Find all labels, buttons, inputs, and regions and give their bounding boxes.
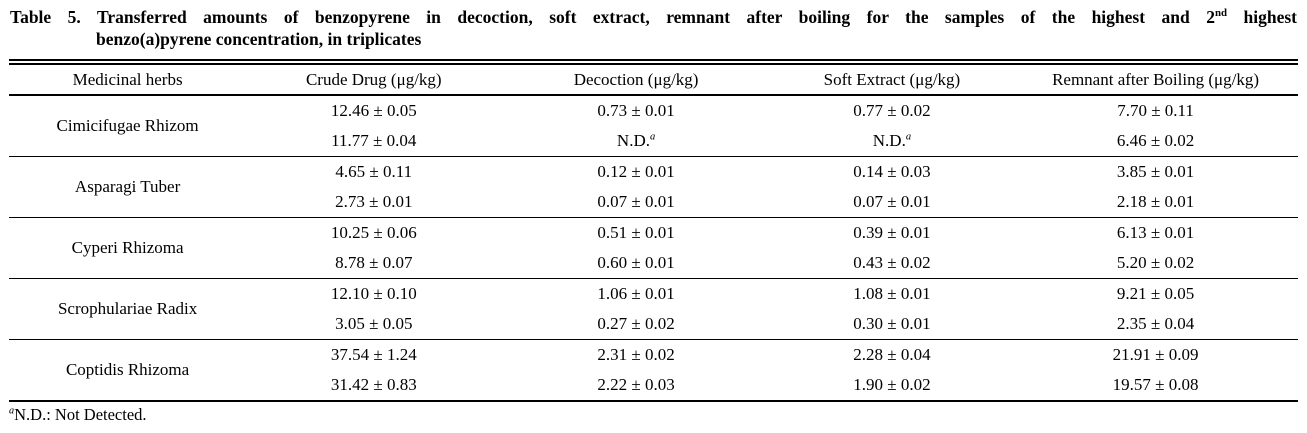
value-cell: 2.73 ± 0.01 <box>335 192 413 211</box>
footnote-text: N.D.: Not Detected. <box>14 405 147 424</box>
value-cell: 9.21 ± 0.05 <box>1116 284 1195 303</box>
value-cell: 6.13 ± 0.01 <box>1116 223 1195 242</box>
table-row: Cyperi Rhizoma 10.25 ± 0.06 0.51 ± 0.01 0.3… <box>9 218 1298 257</box>
table-row: 3.05 ± 0.05 0.27 ± 0.02 0.30 ± 0.01 2.35 ± … <box>9 309 1298 340</box>
caption-line-2: benzo(a)pyrene concentration, in triplic… <box>96 29 422 49</box>
value-cell: 37.54 ± 1.24 <box>330 345 417 364</box>
value-cell: 19.57 ± 0.08 <box>1112 375 1199 394</box>
value-cell: 1.08 ± 0.01 <box>853 284 931 303</box>
value-cell: 2.18 ± 0.01 <box>1116 192 1195 211</box>
table-row: 8.78 ± 0.07 0.60 ± 0.01 0.43 ± 0.02 5.20 ± … <box>9 248 1298 279</box>
value-cell: 11.77 ± 0.04 <box>331 131 417 150</box>
value-cell: 2.22 ± 0.03 <box>597 375 675 394</box>
caption-table-number: Table 5. <box>10 7 81 27</box>
footnote: aN.D.: Not Detected. <box>9 405 1307 425</box>
caption-text-end: highest <box>1243 7 1298 27</box>
caption-text: Transferred amounts of benzopyrene in de… <box>96 7 1215 27</box>
nd-superscript: a <box>649 131 656 143</box>
value-cell: 1.06 ± 0.01 <box>597 284 675 303</box>
value-cell: N.D.a <box>872 131 912 150</box>
value-cell: 0.60 ± 0.01 <box>597 253 675 272</box>
value-cell: 2.31 ± 0.02 <box>597 345 675 364</box>
value-cell: 0.07 ± 0.01 <box>853 192 931 211</box>
table-row: Asparagi Tuber 4.65 ± 0.11 0.12 ± 0.01 0.14… <box>9 157 1298 196</box>
herb-group: Asparagi Tuber 4.65 ± 0.11 0.12 ± 0.01 0.14… <box>9 156 1298 218</box>
value-cell: 0.73 ± 0.01 <box>597 101 675 120</box>
value-cell: 0.14 ± 0.03 <box>853 162 931 181</box>
herb-name-cell: Cyperi Rhizoma <box>71 238 184 257</box>
value-cell: 2.35 ± 0.04 <box>1116 314 1195 333</box>
caption-superscript: nd <box>1214 7 1228 20</box>
column-header: Crude Drug (μg/kg) <box>246 62 502 96</box>
value-cell: 3.05 ± 0.05 <box>335 314 413 333</box>
column-header: Soft Extract (μg/kg) <box>770 62 1014 96</box>
value-cell: 4.65 ± 0.11 <box>335 162 413 181</box>
table-header: Medicinal herbs Crude Drug (μg/kg) Decocti… <box>9 62 1298 96</box>
value-cell: 8.78 ± 0.07 <box>335 253 413 272</box>
herb-group: Cyperi Rhizoma 10.25 ± 0.06 0.51 ± 0.01 0.3… <box>9 217 1298 279</box>
header-row: Medicinal herbs Crude Drug (μg/kg) Decocti… <box>9 62 1298 96</box>
value-cell: 0.39 ± 0.01 <box>853 223 931 242</box>
value-cell: 6.46 ± 0.02 <box>1116 131 1195 150</box>
value-cell: 10.25 ± 0.06 <box>330 223 417 242</box>
table-row: Cimicifugae Rhizom 12.46 ± 0.05 0.73 ± 0.0… <box>9 95 1298 135</box>
caption-line-1: Table 5. Transferred amounts of benzopyr… <box>10 6 1297 28</box>
table-row: 31.42 ± 0.83 2.22 ± 0.03 1.90 ± 0.02 19.57 … <box>9 370 1298 401</box>
value-cell: 7.70 ± 0.11 <box>1117 101 1194 120</box>
herb-name-cell: Scrophulariae Radix <box>57 299 198 318</box>
column-header: Remnant after Boiling (μg/kg) <box>1013 62 1298 96</box>
value-cell: 0.43 ± 0.02 <box>853 253 931 272</box>
value-cell: 2.28 ± 0.04 <box>853 345 931 364</box>
value-cell: 0.77 ± 0.02 <box>853 101 931 120</box>
value-cell: 0.12 ± 0.01 <box>597 162 675 181</box>
value-cell: 0.51 ± 0.01 <box>597 223 675 242</box>
value-cell: 5.20 ± 0.02 <box>1116 253 1195 272</box>
value-cell: 12.46 ± 0.05 <box>330 101 417 120</box>
value-cell: 0.27 ± 0.02 <box>597 314 675 333</box>
column-header: Decoction (μg/kg) <box>501 62 771 96</box>
table-row: Coptidis Rhizoma 37.54 ± 1.24 2.31 ± 0.02 2… <box>9 340 1298 379</box>
value-cell: 21.91 ± 0.09 <box>1112 345 1199 364</box>
value-cell: 0.07 ± 0.01 <box>597 192 675 211</box>
herb-name-cell: Coptidis Rhizoma <box>65 360 190 379</box>
value-cell: 1.90 ± 0.02 <box>853 375 931 394</box>
table-caption: Table 5. Transferred amounts of benzopyr… <box>0 0 1307 50</box>
column-header: Medicinal herbs <box>9 62 247 96</box>
herb-group: Scrophulariae Radix 12.10 ± 0.10 1.06 ± 0.… <box>9 278 1298 340</box>
value-cell: 3.85 ± 0.01 <box>1116 162 1195 181</box>
table-row: 2.73 ± 0.01 0.07 ± 0.01 0.07 ± 0.01 2.18 ± … <box>9 187 1298 218</box>
herb-group: Cimicifugae Rhizom 12.46 ± 0.05 0.73 ± 0.0… <box>9 95 1298 157</box>
value-cell: N.D.a <box>616 131 656 150</box>
nd-superscript: a <box>905 131 912 143</box>
table-row: 11.77 ± 0.04 N.D.a N.D.a 6.46 ± 0.02 <box>9 126 1298 157</box>
value-cell: 31.42 ± 0.83 <box>330 375 417 394</box>
data-table: Medicinal herbs Crude Drug (μg/kg) Decocti… <box>9 59 1298 402</box>
herb-name-cell: Cimicifugae Rhizom <box>56 116 199 135</box>
value-cell: 12.10 ± 0.10 <box>330 284 417 303</box>
table-row: Scrophulariae Radix 12.10 ± 0.10 1.06 ± 0.… <box>9 279 1298 318</box>
herb-name-cell: Asparagi Tuber <box>74 177 181 196</box>
footnote-marker: a <box>9 405 15 417</box>
value-cell: 0.30 ± 0.01 <box>853 314 931 333</box>
herb-group: Coptidis Rhizoma 37.54 ± 1.24 2.31 ± 0.02 2… <box>9 339 1298 402</box>
